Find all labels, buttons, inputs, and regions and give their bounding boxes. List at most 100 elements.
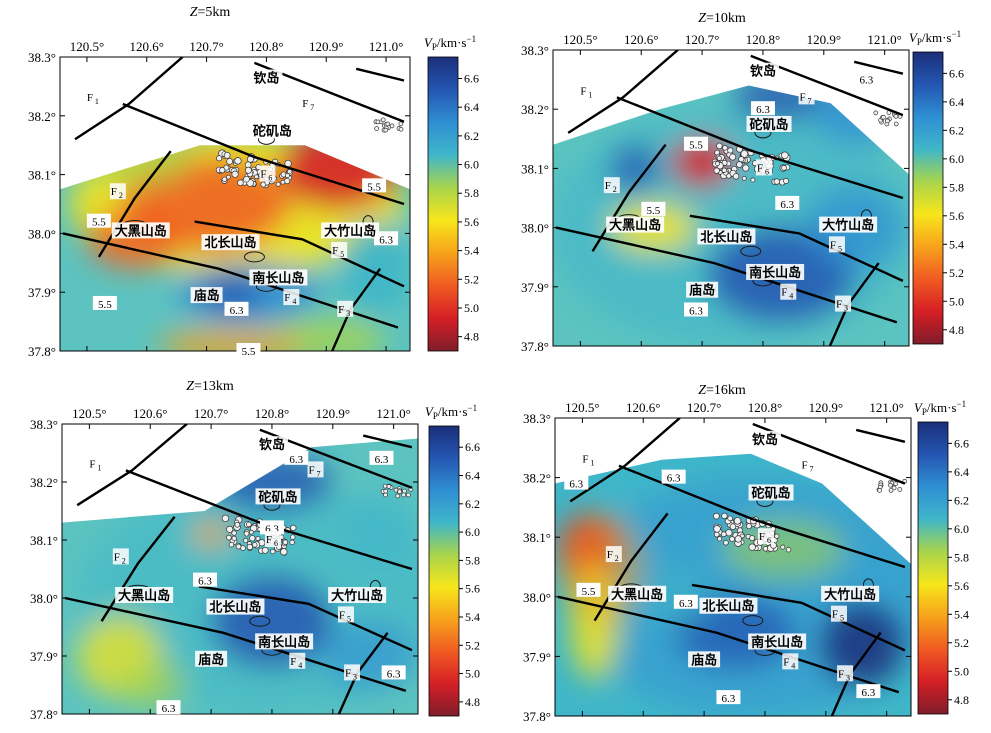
svg-text:5.5: 5.5	[689, 140, 703, 152]
svg-text:F: F	[260, 169, 266, 181]
island-label: 南长山岛	[255, 633, 314, 650]
lat-tick-label: 37.8°	[28, 344, 56, 359]
colorbar-tick-label: 5.4	[465, 610, 480, 624]
contour-label: 5.5	[576, 582, 601, 598]
svg-text:钦岛: 钦岛	[749, 64, 776, 80]
lat-tick-label: 38.0°	[30, 591, 58, 606]
island-label: 北长山岛	[201, 234, 260, 251]
svg-text:F: F	[290, 656, 296, 668]
contour-label: 6.3	[369, 450, 394, 466]
svg-text:5.5: 5.5	[582, 586, 596, 598]
svg-text:6: 6	[767, 536, 771, 545]
lon-tick-label: 120.7°	[687, 400, 721, 415]
contour-label: 6.3	[374, 231, 399, 246]
island-label: 大竹山岛	[821, 585, 880, 603]
lat-tick-label: 38.1°	[28, 168, 56, 183]
island-label: 庙岛	[190, 287, 223, 304]
colorbar-tick-label: 5.8	[464, 186, 479, 200]
colorbar-tick-label: 6.4	[949, 95, 964, 109]
colorbar-tick-label: 5.2	[464, 272, 479, 286]
colorbar-tick-label: 5.4	[464, 244, 479, 258]
contour-label: 6.3	[684, 302, 709, 317]
colorbar-tick-label: 5.6	[954, 579, 969, 593]
lon-tick-label: 120.9°	[807, 32, 841, 47]
svg-text:1: 1	[590, 459, 594, 468]
colorbar-tick-label: 6.0	[949, 152, 964, 166]
svg-text:6.3: 6.3	[198, 576, 212, 588]
colorbar: 6.6 6.4 6.2 6.0 5.8 5.6 5.4 5.2 5.0 4.8 VP/km·s−1	[425, 403, 480, 717]
svg-text:F: F	[111, 186, 117, 198]
svg-text:大竹山岛: 大竹山岛	[331, 588, 383, 604]
contour-label: 6.3	[381, 665, 406, 680]
island-label: 大黑山岛	[111, 222, 170, 239]
colorbar-tick-label: 5.4	[954, 607, 969, 621]
colorbar-tick-label: 5.6	[949, 209, 964, 223]
svg-text:F: F	[308, 464, 314, 476]
velocity-field	[553, 50, 909, 346]
colorbar-tick-label: 4.8	[465, 695, 480, 709]
colorbar-tick-label: 5.0	[465, 667, 480, 681]
lat-tick-label: 38.2°	[521, 102, 549, 117]
svg-text:南长山岛: 南长山岛	[252, 270, 304, 286]
contour-label: 5.5	[641, 201, 666, 217]
svg-text:钦岛: 钦岛	[252, 71, 279, 87]
island-label: 北长山岛	[697, 228, 756, 245]
lon-tick-label: 120.6°	[624, 32, 658, 47]
contour-label: 5.5	[362, 178, 387, 193]
lon-tick-label: 120.5°	[565, 400, 599, 415]
panel-title: Z=10km	[698, 11, 746, 26]
colorbar-tick-label: 5.2	[465, 638, 480, 652]
svg-text:南长山岛: 南长山岛	[749, 265, 801, 281]
lat-tick-label: 37.8°	[523, 709, 551, 724]
svg-text:F: F	[338, 304, 344, 316]
svg-text:F: F	[580, 85, 586, 97]
colorbar-tick-label: 5.0	[949, 294, 964, 308]
svg-text:5: 5	[347, 614, 351, 623]
contour-label: 6.3	[193, 572, 218, 588]
svg-text:3: 3	[346, 309, 350, 318]
lon-tick-label: 120.7°	[189, 39, 223, 54]
svg-text:F: F	[339, 609, 345, 621]
contour-label: 5.5	[86, 213, 111, 229]
contour-label: 6.3	[284, 450, 309, 466]
svg-text:F: F	[832, 609, 838, 621]
contour-label: 6.3	[750, 101, 775, 116]
svg-text:6.3: 6.3	[379, 234, 393, 246]
lon-tick-label: 120.6°	[130, 39, 164, 54]
svg-text:6.3: 6.3	[860, 75, 874, 87]
svg-text:F: F	[607, 549, 613, 561]
lon-tick-label: 121.0°	[869, 400, 903, 415]
lat-tick-label: 38.3°	[521, 43, 549, 58]
lat-tick-label: 38.3°	[30, 417, 58, 432]
fault-lines	[62, 57, 405, 351]
svg-text:F: F	[759, 531, 765, 543]
lat-tick-label: 38.1°	[30, 533, 58, 548]
svg-text:6: 6	[274, 539, 278, 548]
svg-text:F: F	[114, 551, 120, 563]
lat-tick-label: 38.2°	[523, 471, 551, 486]
svg-text:6: 6	[268, 174, 272, 183]
lat-tick-label: 38.0°	[521, 221, 549, 236]
lon-tick-label: 120.9°	[809, 400, 843, 415]
svg-text:7: 7	[810, 465, 814, 474]
svg-text:砣矶岛: 砣矶岛	[750, 117, 789, 133]
colorbar-tick-label: 5.0	[954, 664, 969, 678]
island-label: 砣矶岛	[746, 115, 792, 133]
contour-label: 5.5	[236, 343, 261, 358]
lon-tick-label: 120.8°	[255, 406, 289, 421]
svg-text:F: F	[345, 667, 351, 679]
colorbar-label: VP/km·s−1	[914, 399, 966, 417]
svg-text:3: 3	[846, 673, 850, 682]
svg-text:7: 7	[310, 103, 314, 112]
svg-text:大黑山岛: 大黑山岛	[115, 223, 167, 239]
colorbar-tick-label: 5.8	[949, 180, 964, 194]
velocity-field	[555, 418, 911, 716]
